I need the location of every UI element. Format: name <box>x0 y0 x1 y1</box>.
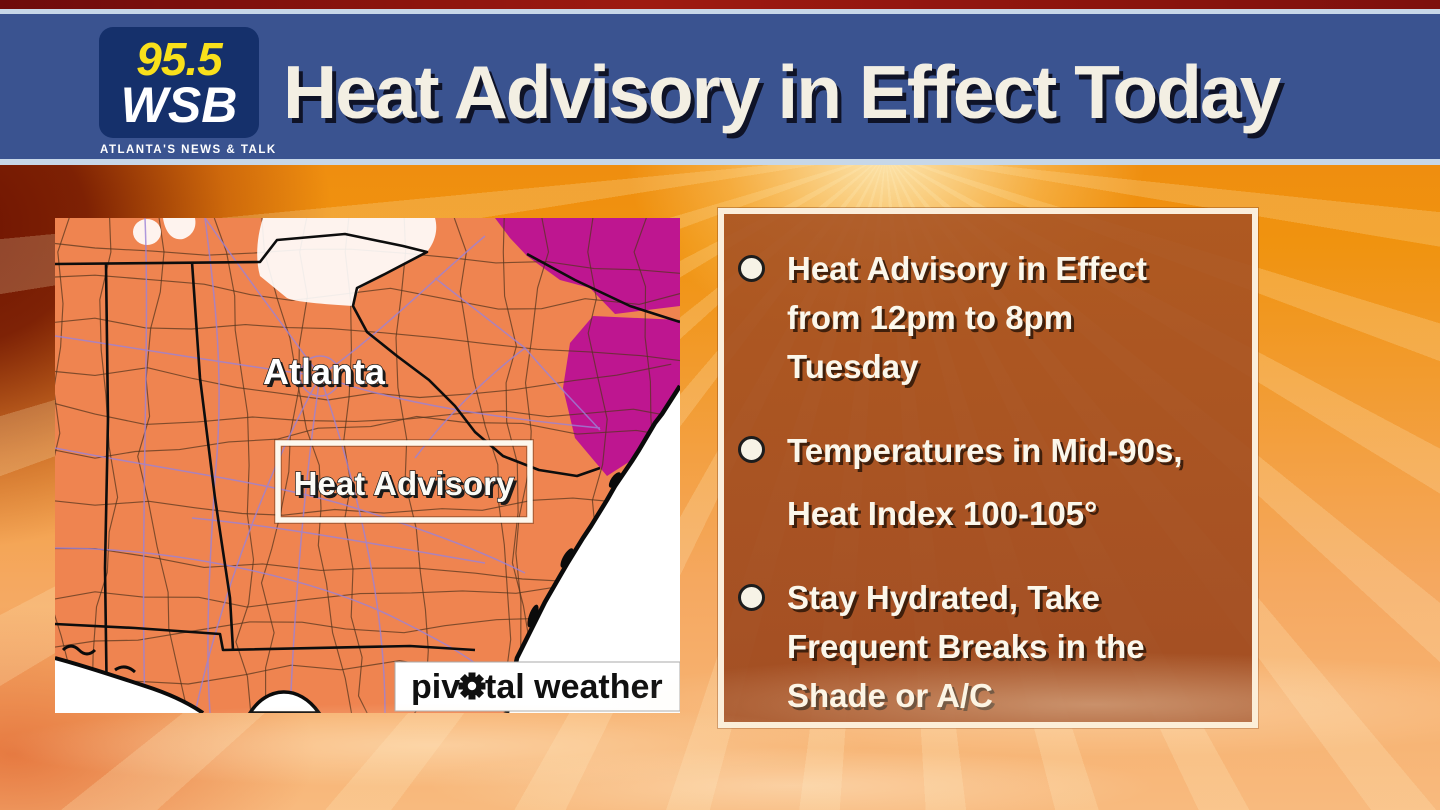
svg-text:piv: piv <box>411 668 460 706</box>
map-excessive-heat-warning-area <box>495 218 680 476</box>
state-borders <box>55 232 680 713</box>
page-title: Heat Advisory in Effect Today <box>283 50 1281 134</box>
bullet-list: Heat Advisory in Effect from 12pm to 8pm… <box>724 214 1252 720</box>
station-call-letters: WSB <box>120 76 238 133</box>
source-watermark: piv tal weather <box>394 661 680 712</box>
bullet-circle-icon <box>738 584 765 611</box>
bullet-item-temperatures: Temperatures in Mid-90s, Heat Index 100-… <box>738 419 1238 545</box>
svg-text:Atlanta: Atlanta <box>263 351 386 392</box>
top-red-strip <box>0 0 1440 9</box>
bullet-text: Stay Hydrated, Take Frequent Breaks in t… <box>787 579 1145 714</box>
station-tagline: ATLANTA'S NEWS & TALK <box>100 144 277 156</box>
station-frequency: 95.5 <box>136 32 223 85</box>
bullet-circle-icon <box>738 255 765 282</box>
ocean-area <box>55 384 680 713</box>
svg-text:tal weather: tal weather <box>485 668 663 706</box>
bullet-circle-icon <box>738 436 765 463</box>
svg-text:Heat Advisory: Heat Advisory <box>297 468 518 505</box>
station-logo: 95.5 WSB <box>99 27 259 138</box>
gear-icon <box>458 672 486 700</box>
city-label-atlanta: Atlanta Atlanta <box>262 350 389 395</box>
map-no-alert-area <box>133 218 437 306</box>
county-borders <box>55 218 680 713</box>
weather-map: Atlanta Atlanta Heat Advisory Heat Advis… <box>55 218 680 713</box>
bullet-item-advisory-time: Heat Advisory in Effect from 12pm to 8pm… <box>738 244 1238 391</box>
bullet-item-safety-tips: Stay Hydrated, Take Frequent Breaks in t… <box>738 573 1238 720</box>
heat-advisory-callout: Heat Advisory Heat Advisory <box>274 439 534 524</box>
header-bar: 95.5 WSB ATLANTA'S NEWS & TALK Heat Advi… <box>0 9 1440 165</box>
highway-lines <box>55 218 601 713</box>
info-panel: Heat Advisory in Effect from 12pm to 8pm… <box>718 208 1258 728</box>
bullet-text: Temperatures in Mid-90s, Heat Index 100-… <box>787 432 1183 532</box>
svg-text:Atlanta: Atlanta <box>266 354 389 395</box>
bullet-text: Heat Advisory in Effect from 12pm to 8pm… <box>787 250 1148 385</box>
svg-text:Heat Advisory: Heat Advisory <box>294 465 515 502</box>
